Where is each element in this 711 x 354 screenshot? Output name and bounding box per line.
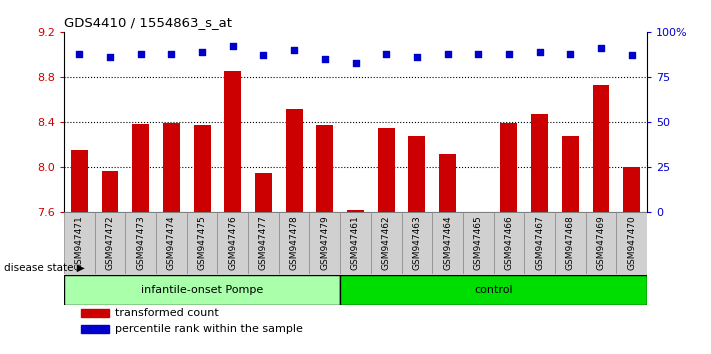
- FancyBboxPatch shape: [248, 212, 279, 274]
- Bar: [71, 150, 87, 212]
- Bar: [531, 114, 548, 212]
- FancyBboxPatch shape: [463, 212, 493, 274]
- Bar: [82, 325, 109, 332]
- Point: [166, 51, 177, 56]
- Bar: [501, 123, 518, 212]
- Bar: [255, 173, 272, 212]
- FancyBboxPatch shape: [586, 212, 616, 274]
- Bar: [624, 167, 640, 212]
- Point: [534, 49, 545, 55]
- Point: [289, 47, 300, 53]
- Text: percentile rank within the sample: percentile rank within the sample: [115, 324, 303, 333]
- Bar: [316, 125, 333, 212]
- Bar: [347, 210, 364, 212]
- Text: GSM947475: GSM947475: [198, 215, 207, 270]
- Point: [350, 60, 361, 65]
- Bar: [82, 309, 109, 317]
- Text: GSM947479: GSM947479: [321, 215, 329, 270]
- Bar: [378, 128, 395, 212]
- Point: [503, 51, 515, 56]
- Bar: [193, 125, 210, 212]
- Text: GSM947462: GSM947462: [382, 215, 390, 270]
- Point: [319, 56, 331, 62]
- FancyBboxPatch shape: [616, 212, 647, 274]
- Text: GSM947474: GSM947474: [167, 215, 176, 270]
- Text: GSM947478: GSM947478: [289, 215, 299, 270]
- FancyBboxPatch shape: [555, 212, 586, 274]
- Bar: [470, 212, 486, 235]
- Text: GSM947477: GSM947477: [259, 215, 268, 270]
- FancyBboxPatch shape: [340, 212, 371, 274]
- FancyBboxPatch shape: [125, 212, 156, 274]
- Text: GSM947464: GSM947464: [443, 215, 452, 270]
- Text: GSM947466: GSM947466: [504, 215, 513, 270]
- Point: [105, 54, 116, 60]
- Text: GSM947463: GSM947463: [412, 215, 422, 270]
- Text: transformed count: transformed count: [115, 308, 219, 318]
- FancyBboxPatch shape: [64, 212, 95, 274]
- FancyBboxPatch shape: [218, 212, 248, 274]
- FancyBboxPatch shape: [64, 275, 340, 305]
- Bar: [592, 85, 609, 212]
- Point: [565, 51, 576, 56]
- Bar: [562, 136, 579, 212]
- FancyBboxPatch shape: [371, 212, 402, 274]
- FancyBboxPatch shape: [156, 212, 187, 274]
- FancyBboxPatch shape: [187, 212, 218, 274]
- FancyBboxPatch shape: [279, 212, 309, 274]
- Text: GSM947476: GSM947476: [228, 215, 237, 270]
- Text: GSM947469: GSM947469: [597, 215, 606, 270]
- FancyBboxPatch shape: [340, 275, 647, 305]
- Text: infantile-onset Pompe: infantile-onset Pompe: [141, 285, 263, 295]
- Text: GSM947465: GSM947465: [474, 215, 483, 270]
- Text: GSM947467: GSM947467: [535, 215, 544, 270]
- Point: [442, 51, 453, 56]
- FancyBboxPatch shape: [524, 212, 555, 274]
- Point: [74, 51, 85, 56]
- Point: [595, 45, 606, 51]
- Bar: [102, 171, 119, 212]
- FancyBboxPatch shape: [493, 212, 524, 274]
- Text: GSM947473: GSM947473: [137, 215, 145, 270]
- Text: GSM947470: GSM947470: [627, 215, 636, 270]
- Bar: [439, 154, 456, 212]
- Bar: [225, 71, 241, 212]
- Text: GSM947461: GSM947461: [351, 215, 360, 270]
- Text: GDS4410 / 1554863_s_at: GDS4410 / 1554863_s_at: [64, 16, 232, 29]
- Text: control: control: [474, 285, 513, 295]
- Text: disease state ▶: disease state ▶: [4, 262, 85, 272]
- FancyBboxPatch shape: [95, 212, 125, 274]
- Point: [626, 52, 637, 58]
- Point: [258, 52, 269, 58]
- Text: GSM947468: GSM947468: [566, 215, 574, 270]
- Bar: [408, 136, 425, 212]
- Point: [135, 51, 146, 56]
- Text: GSM947472: GSM947472: [105, 215, 114, 270]
- FancyBboxPatch shape: [309, 212, 340, 274]
- Bar: [163, 123, 180, 212]
- Text: GSM947471: GSM947471: [75, 215, 84, 270]
- FancyBboxPatch shape: [402, 212, 432, 274]
- Point: [473, 51, 484, 56]
- Point: [411, 54, 422, 60]
- Bar: [286, 109, 303, 212]
- Bar: [132, 124, 149, 212]
- Point: [380, 51, 392, 56]
- Point: [196, 49, 208, 55]
- FancyBboxPatch shape: [432, 212, 463, 274]
- Point: [227, 44, 238, 49]
